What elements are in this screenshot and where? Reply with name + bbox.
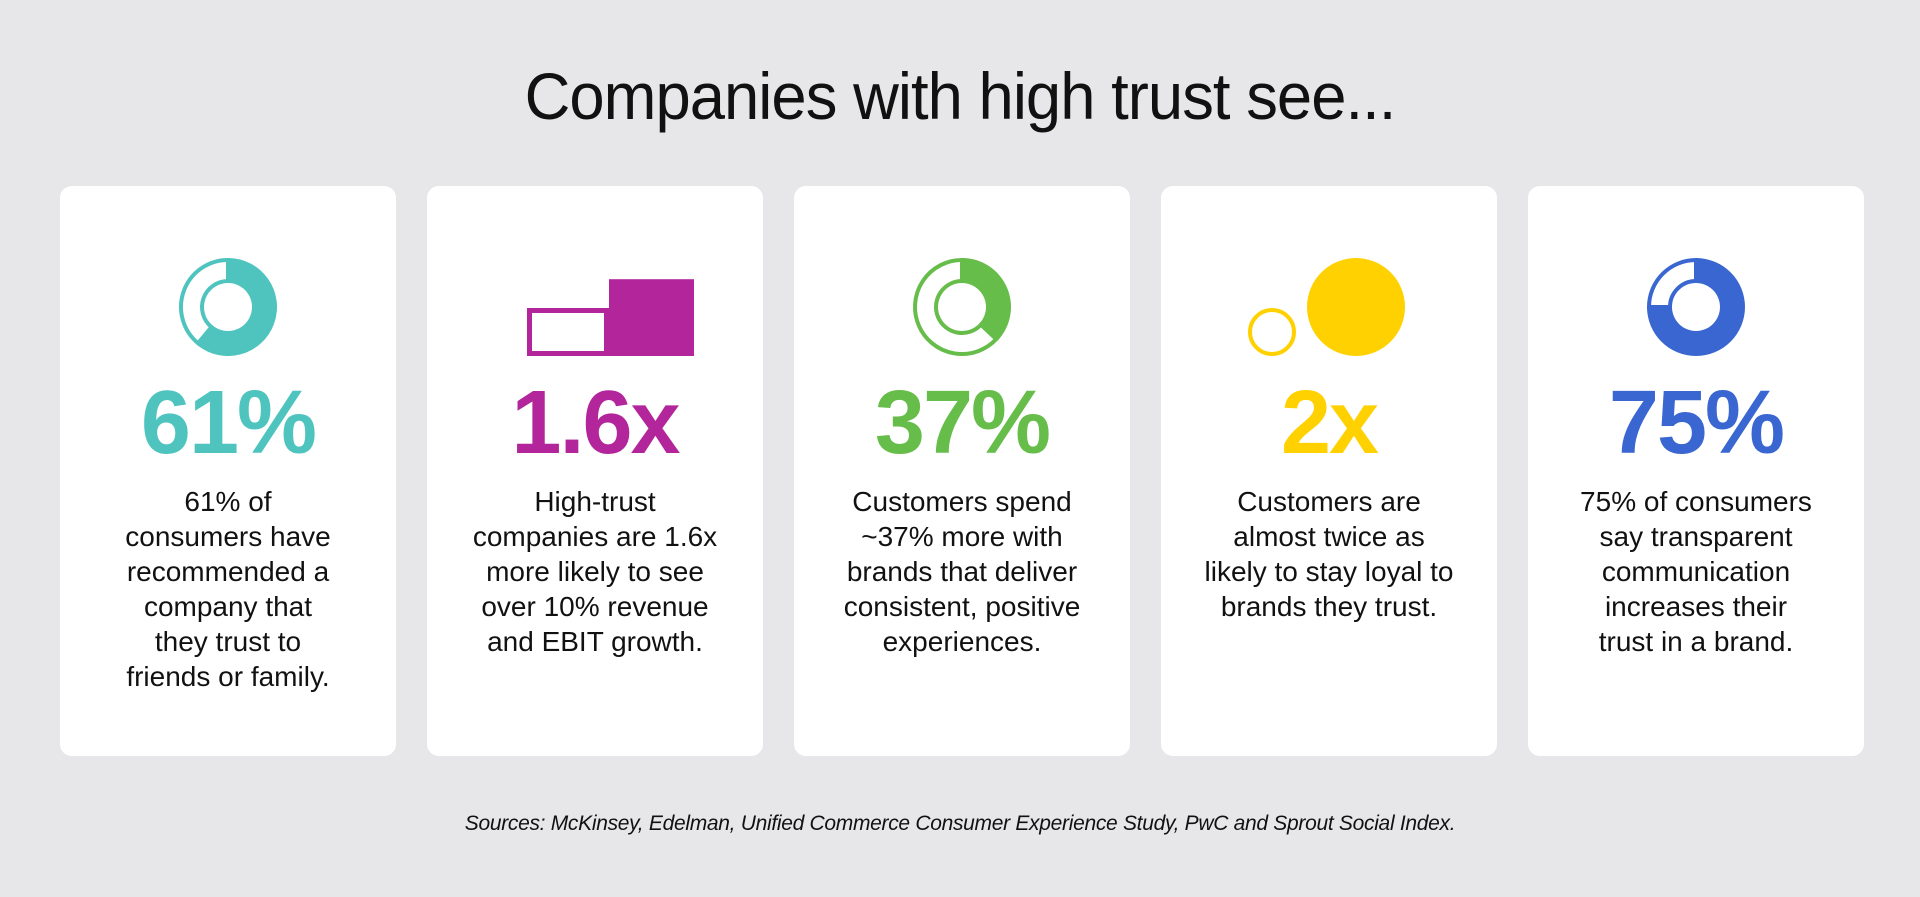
description-line: friends or family. (126, 661, 330, 692)
comparison-bar (609, 279, 694, 356)
description-line: trust in a brand. (1598, 626, 1794, 657)
bar-comparison-icon-graphic (527, 279, 694, 356)
stat-value: 2x (1280, 373, 1379, 473)
baseline-circle (1248, 308, 1296, 356)
stat-description: Customers spend ~37% more with brands th… (804, 484, 1120, 659)
donut-filled-segment (962, 258, 1011, 341)
donut-chart-icon-graphic (1646, 257, 1745, 356)
stat-description: High-trust companies are 1.6x more likel… (437, 484, 753, 659)
description-line: 61% of (184, 486, 272, 517)
description-line: increases their (1604, 591, 1788, 622)
description-line: consumers have (125, 521, 331, 552)
donut-filled-segment (196, 258, 277, 356)
description-line: company that (143, 591, 313, 622)
stat-value: 37% (874, 373, 1051, 473)
donut-chart-icon (794, 248, 1130, 368)
description-line: likely to stay loyal to (1204, 556, 1454, 587)
comparison-circle (1307, 258, 1405, 356)
description-line: 75% of consumers (1580, 486, 1812, 517)
stat-description: Customers are almost twice as likely to … (1171, 484, 1487, 624)
description-line: experiences. (882, 626, 1042, 657)
description-line: brands that deliver (846, 556, 1078, 587)
description-line: companies are 1.6x (472, 521, 718, 552)
donut-remaining-segment (1646, 257, 1698, 309)
description-line: High-trust (534, 486, 656, 517)
circle-comparison-icon (1161, 248, 1497, 368)
donut-chart-icon-graphic (179, 257, 277, 356)
bar-comparison-icon (427, 248, 763, 368)
description-line: Customers spend (852, 486, 1072, 517)
donut-remaining-segment (179, 257, 230, 347)
description-line: and EBIT growth. (487, 626, 703, 657)
description-line: recommended a (126, 556, 330, 587)
stat-description: 75% of consumers say transparent communi… (1538, 484, 1854, 659)
donut-filled-segment (1647, 258, 1745, 356)
sources-footnote: Sources: McKinsey, Edelman, Unified Comm… (464, 812, 1456, 835)
description-line: Customers are (1237, 486, 1421, 517)
description-line: over 10% revenue (481, 591, 709, 622)
circle-comparison-icon-graphic (1248, 258, 1405, 356)
description-line: communication (1601, 556, 1791, 587)
donut-chart-icon (60, 248, 396, 368)
stat-description: 61% of consumers have recommended a comp… (70, 484, 386, 694)
description-line: say transparent (1599, 521, 1793, 552)
donut-remaining-segment (913, 257, 1000, 356)
stat-value: 1.6x (511, 373, 680, 473)
description-line: they trust to (154, 626, 302, 657)
stat-card: 2x Customers are almost twice as likely … (1161, 186, 1497, 756)
description-line: more likely to see (486, 556, 704, 587)
stat-card: 1.6x High-trust companies are 1.6x more … (427, 186, 763, 756)
stat-card: 37% Customers spend ~37% more with brand… (794, 186, 1130, 756)
donut-chart-icon-graphic (913, 257, 1011, 356)
donut-chart-icon (1528, 248, 1864, 368)
description-line: consistent, positive (843, 591, 1081, 622)
page-title: Companies with high trust see... (524, 59, 1397, 133)
stat-card: 61% 61% of consumers have recommended a … (60, 186, 396, 756)
stat-value: 61% (140, 373, 317, 473)
description-line: almost twice as (1233, 521, 1425, 552)
stat-card: 75% 75% of consumers say transparent com… (1528, 186, 1864, 756)
description-line: ~37% more with (861, 521, 1063, 552)
stat-value: 75% (1608, 373, 1785, 473)
stat-cards: 61% 61% of consumers have recommended a … (60, 186, 1864, 756)
baseline-bar (527, 308, 609, 356)
description-line: brands they trust. (1220, 591, 1438, 622)
